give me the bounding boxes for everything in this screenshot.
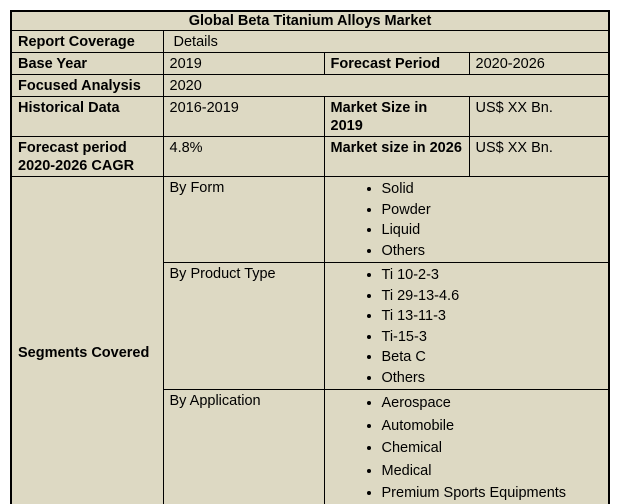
list-item: Chemical <box>382 437 605 460</box>
segment-group-by-form-label: By Form <box>162 176 325 263</box>
list-item: Ti 13-11-3 <box>382 306 605 327</box>
market-size-2019-value: US$ XX Bn. <box>468 96 610 137</box>
forecast-period-value: 2020-2026 <box>468 52 610 75</box>
segment-group-by-application-label: By Application <box>162 388 325 504</box>
list-item: Beta C <box>382 347 605 368</box>
list-item: Ti-15-3 <box>382 327 605 348</box>
report-coverage-label: Report Coverage <box>10 30 164 53</box>
segment-group-by-product-type-label: By Product Type <box>162 262 325 390</box>
report-coverage-value: Details <box>162 30 610 53</box>
focused-analysis-value: 2020 <box>162 74 610 97</box>
focused-analysis-label: Focused Analysis <box>10 74 164 97</box>
by-form-list: Solid Powder Liquid Others <box>325 179 605 262</box>
market-report-table: Global Beta Titanium Alloys Market Repor… <box>10 10 611 504</box>
market-size-2026-label: Market size in 2026 <box>323 136 470 177</box>
segment-group-by-application-items: Aerospace Automobile Chemical Medical Pr… <box>323 388 610 504</box>
segment-group-by-form-items: Solid Powder Liquid Others <box>323 176 610 263</box>
base-year-value: 2019 <box>162 52 325 75</box>
list-item: Powder <box>382 200 605 221</box>
forecast-cagr-value: 4.8% <box>162 136 325 177</box>
market-size-2026-value: US$ XX Bn. <box>468 136 610 177</box>
forecast-period-label: Forecast Period <box>323 52 470 75</box>
table-title: Global Beta Titanium Alloys Market <box>10 10 610 31</box>
list-item: Liquid <box>382 220 605 241</box>
list-item: Medical <box>382 460 605 483</box>
by-application-list: Aerospace Automobile Chemical Medical Pr… <box>325 392 605 504</box>
forecast-cagr-label: Forecast period 2020-2026 CAGR <box>10 136 164 177</box>
list-item: Automobile <box>382 415 605 438</box>
segment-group-by-product-type-items: Ti 10-2-3 Ti 29-13-4.6 Ti 13-11-3 Ti-15-… <box>323 262 610 390</box>
historical-data-value: 2016-2019 <box>162 96 325 137</box>
list-item: Aerospace <box>382 392 605 415</box>
base-year-label: Base Year <box>10 52 164 75</box>
list-item: Solid <box>382 179 605 200</box>
segments-covered-label: Segments Covered <box>10 175 164 504</box>
list-item: Ti 29-13-4.6 <box>382 286 605 307</box>
list-item: Others <box>382 368 605 389</box>
market-size-2019-label: Market Size in 2019 <box>323 96 470 137</box>
by-product-type-list: Ti 10-2-3 Ti 29-13-4.6 Ti 13-11-3 Ti-15-… <box>325 265 605 389</box>
historical-data-label: Historical Data <box>10 96 164 137</box>
list-item: Others <box>382 241 605 262</box>
list-item: Ti 10-2-3 <box>382 265 605 286</box>
list-item: Premium Sports Equipments <box>382 482 605 504</box>
